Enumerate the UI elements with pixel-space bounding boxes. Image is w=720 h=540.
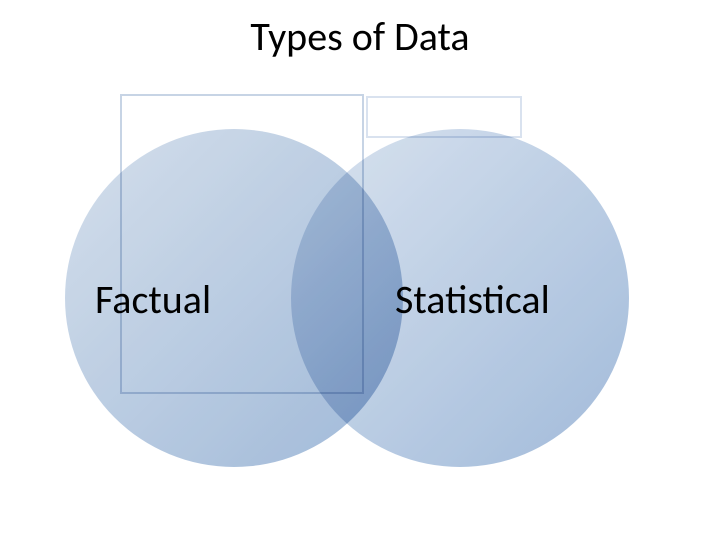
slide-title: Types of Data <box>0 12 720 61</box>
venn-label-left: Factual <box>95 275 211 324</box>
slide: Types of Data Factual Statistical <box>0 0 720 540</box>
venn-label-right: Statistical <box>395 275 550 324</box>
